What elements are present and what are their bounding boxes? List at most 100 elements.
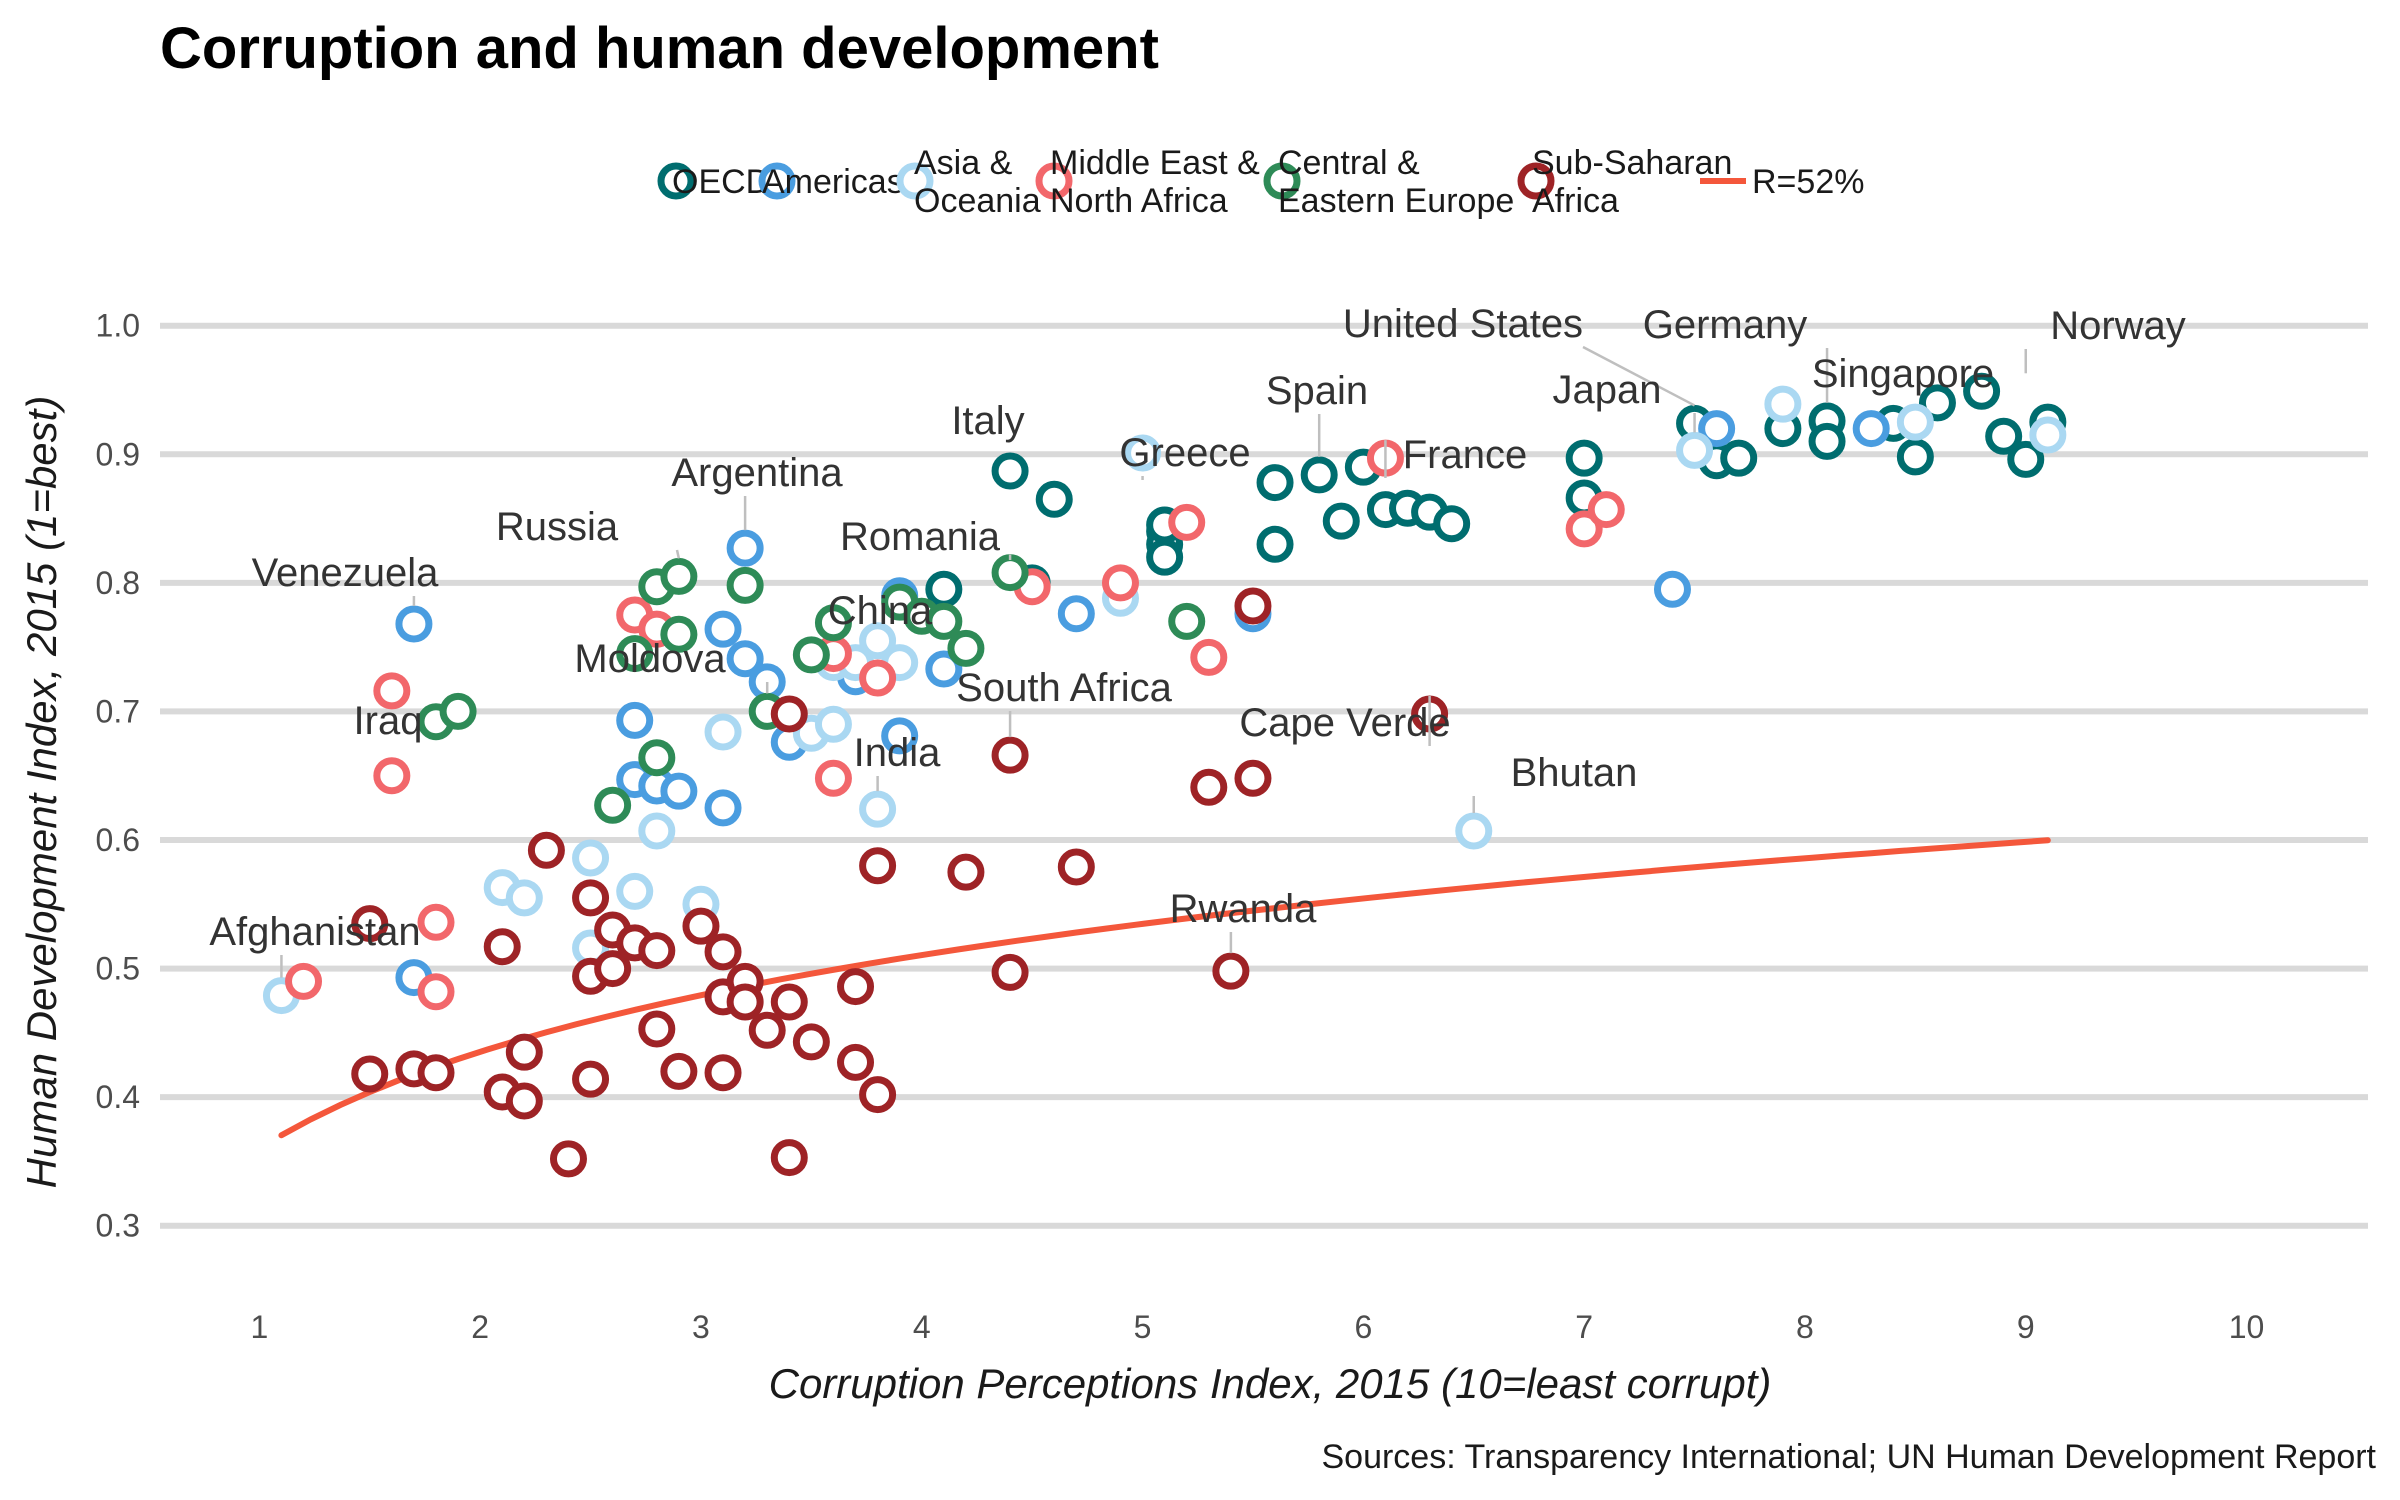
- data-point: [594, 786, 632, 824]
- x-tick-label: 5: [1134, 1309, 1152, 1345]
- y-tick-label: 1.0: [96, 308, 140, 344]
- country-label: Germany: [1643, 303, 1808, 347]
- data-point: [638, 932, 676, 970]
- data-point: [660, 1052, 698, 1090]
- legend-label: R=52%: [1752, 163, 1864, 201]
- data-point: [859, 847, 897, 885]
- x-axis-ticks: 1 2 3 4 5 6 7 8 9 10: [250, 1309, 2264, 1345]
- data-point: [638, 812, 676, 850]
- data-point: [837, 1043, 875, 1081]
- y-tick-label: 0.8: [96, 565, 140, 601]
- country-label: Norway: [2050, 304, 2186, 348]
- data-point: [417, 1054, 455, 1092]
- data-points: [262, 372, 2067, 1178]
- data-point: [417, 903, 455, 941]
- x-tick-label: 6: [1354, 1309, 1372, 1345]
- data-point: [1190, 768, 1228, 806]
- data-point: [704, 933, 742, 971]
- country-label: France: [1403, 433, 1528, 477]
- country-label: Bhutan: [1511, 751, 1638, 795]
- x-tick-label: 4: [913, 1309, 931, 1345]
- data-point: [1101, 564, 1139, 602]
- legend-label: Middle East & North Africa: [1050, 144, 1260, 220]
- data-point: [1057, 848, 1095, 886]
- data-point: [1124, 434, 1162, 472]
- data-point: [792, 1023, 830, 1061]
- data-point: [616, 701, 654, 739]
- country-label: Italy: [951, 399, 1024, 443]
- data-point: [1764, 385, 1802, 423]
- legend-key-point: [657, 162, 695, 200]
- data-point: [1896, 403, 1934, 441]
- data-point: [770, 1139, 808, 1177]
- x-tick-label: 1: [250, 1309, 268, 1345]
- data-point: [373, 672, 411, 710]
- data-point: [549, 1140, 587, 1178]
- data-point: [616, 872, 654, 910]
- data-point: [1653, 570, 1691, 608]
- data-point: [1565, 439, 1603, 477]
- data-point: [726, 983, 764, 1021]
- data-point: [616, 635, 654, 673]
- label-leaders: [280, 345, 2028, 978]
- country-label: Singapore: [1812, 352, 1994, 396]
- label-leader-line: [1582, 345, 1696, 407]
- data-point: [505, 879, 543, 917]
- data-point: [859, 622, 897, 660]
- data-point: [726, 566, 764, 604]
- x-tick-label: 3: [692, 1309, 710, 1345]
- legend-key-point: [1263, 162, 1301, 200]
- data-point: [1057, 595, 1095, 633]
- chart-title: Corruption and human development: [160, 16, 1159, 81]
- source-caption: Sources: Transparency International; UN …: [1321, 1438, 2376, 1476]
- data-point: [527, 831, 565, 869]
- data-point: [814, 604, 852, 642]
- data-point: [1808, 422, 1846, 460]
- data-point: [947, 853, 985, 891]
- data-point: [1035, 480, 1073, 518]
- legend-key-point: [1035, 162, 1073, 200]
- data-point: [814, 705, 852, 743]
- data-point: [991, 736, 1029, 774]
- x-tick-label: 8: [1796, 1309, 1814, 1345]
- data-point: [704, 713, 742, 751]
- y-axis-title: Human Development Index, 2015 (1=best): [18, 396, 65, 1189]
- x-axis-title: Corruption Perceptions Index, 2015 (10=l…: [769, 1360, 1772, 1407]
- label-leader-line: [675, 549, 681, 559]
- data-point: [947, 629, 985, 667]
- legend-label: OECD: [672, 163, 770, 201]
- country-label: Romania: [840, 515, 1001, 559]
- data-point: [792, 636, 830, 674]
- data-point: [925, 650, 963, 688]
- data-point: [439, 692, 477, 730]
- country-label: Iraq: [354, 699, 423, 743]
- country-label: India: [854, 731, 941, 775]
- legend-key-point: [896, 162, 934, 200]
- data-point: [1676, 431, 1714, 469]
- country-label: China: [828, 589, 933, 633]
- data-point: [1190, 638, 1228, 676]
- data-point: [704, 610, 742, 648]
- data-point: [726, 529, 764, 567]
- data-point: [1322, 502, 1360, 540]
- data-point: [1918, 384, 1956, 422]
- data-point: [483, 928, 521, 966]
- trend-curve: [278, 837, 2051, 1139]
- data-point: [925, 570, 963, 608]
- data-point: [881, 717, 919, 755]
- country-label: Cape Verde: [1239, 701, 1450, 745]
- data-point: [1455, 812, 1493, 850]
- data-point: [1234, 759, 1272, 797]
- data-point: [285, 962, 323, 1000]
- data-point: [925, 602, 963, 640]
- data-point: [572, 839, 610, 877]
- data-point: [1212, 952, 1250, 990]
- x-tick-label: 9: [2017, 1309, 2035, 1345]
- data-point: [572, 1060, 610, 1098]
- data-point: [1587, 491, 1625, 529]
- data-point: [1896, 438, 1934, 476]
- data-point: [704, 1054, 742, 1092]
- data-point: [417, 973, 455, 1011]
